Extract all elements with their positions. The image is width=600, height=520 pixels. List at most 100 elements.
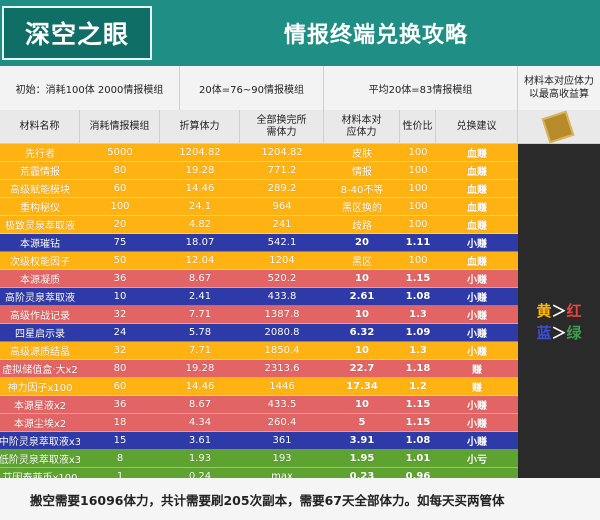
cell-material: 22.7 [349,363,375,374]
cell-stamina: 4.34 [188,417,212,428]
cell-name: 重构秘仪 [20,203,60,214]
cell-name: 本源凝质 [20,275,60,286]
cell-total: 433.8 [267,291,297,302]
header-banner: 深空之眼 情报终端兑换攻略 [0,0,600,66]
cell-total: 289.2 [267,183,297,194]
legend-line-1: 黄＞红 [536,300,581,322]
cell-name: 高级源质结晶 [10,347,70,358]
cell-material: 10 [355,309,369,320]
cell-name: 次级权能因子 [10,257,70,268]
cell-name: 荒霾情报 [20,167,60,178]
cell-stamina: 3.61 [188,435,212,446]
table-row: 高级赋能模块 60 14.46 289.2 8-40不等 100 血赚 [0,180,518,198]
cell-cost: 10 [113,291,127,302]
cell-cost: 80 [113,165,127,176]
col-material-stamina: 材料本对应体力 [324,110,400,143]
cell-material: 黑区换的 [342,203,382,214]
cell-name: 高阶灵泉萃取液 [5,293,75,304]
legend-blue: 蓝 [536,324,552,342]
cell-advice: 赚 [472,365,482,376]
legend-header [518,110,600,144]
cell-cost: 8 [116,453,124,464]
cell-cost: 36 [113,399,127,410]
cell-ratio: 100 [408,183,428,194]
cell-material: 情报 [352,167,372,178]
scroll-item-icon [541,110,575,144]
table-row: 中阶灵泉萃取液x3 15 3.61 361 3.91 1.08 小赚 [0,432,518,450]
cell-ratio: 100 [408,147,428,158]
table-row: 本源凝质 36 8.67 520.2 10 1.15 小赚 [0,270,518,288]
cell-total: 2313.6 [264,363,300,374]
cell-advice: 血赚 [467,203,487,214]
cell-advice: 赚 [472,383,482,394]
color-legend-panel: 黄＞红 蓝＞绿 [518,110,600,500]
cell-cost: 15 [113,435,127,446]
legend-arrow-1: ＞ [551,302,567,320]
cell-stamina: 14.46 [185,183,215,194]
table-row: 荒霾情报 80 19.28 771.2 情报 100 血赚 [0,162,518,180]
cell-advice: 小亏 [467,455,487,466]
cell-stamina: 7.71 [188,345,212,356]
cell-advice: 小赚 [467,419,487,430]
cell-name: 神力因子x100 [7,383,73,394]
cell-advice: 小赚 [467,401,487,412]
color-priority-legend: 黄＞红 蓝＞绿 [518,144,600,500]
cell-stamina: 24.1 [188,201,212,212]
cell-ratio: 1.15 [405,417,431,428]
cell-cost: 60 [113,381,127,392]
table-row: 极致灵泉萃取液 20 4.82 241 歧路 100 血赚 [0,216,518,234]
info-bar: 初始：消耗100体 2000情报模组 20体=76~90情报模组 平均20体=8… [0,66,600,110]
cell-total: 1204.82 [261,147,303,158]
cell-stamina: 4.82 [188,219,212,230]
cell-ratio: 1.15 [405,273,431,284]
cell-material: 3.91 [349,435,375,446]
cell-ratio: 1.3 [409,309,427,320]
cell-advice: 血赚 [467,149,487,160]
cell-total: 542.1 [267,237,297,248]
cell-name: 高级作战记录 [10,311,70,322]
cell-stamina: 5.78 [188,327,212,338]
cell-ratio: 1.15 [405,399,431,410]
table-row: 虚拟储值盒·大x2 80 19.28 2313.6 22.7 1.18 赚 [0,360,518,378]
table-row: 四星启示录 24 5.78 2080.8 6.32 1.09 小赚 [0,324,518,342]
cell-stamina: 1204.82 [179,147,221,158]
cell-material: 10 [355,345,369,356]
cell-material: 17.34 [346,381,378,392]
cell-name: 极致灵泉萃取液 [5,221,75,232]
cell-advice: 血赚 [467,221,487,232]
cell-stamina: 18.07 [185,237,215,248]
cell-material: 2.61 [349,291,375,302]
table-row: 本源星液x2 36 8.67 433.5 10 1.15 小赚 [0,396,518,414]
table-row: 本源璀钻 75 18.07 542.1 20 1.11 小赚 [0,234,518,252]
table-row: 次级权能因子 50 12.04 1204 黑区 100 血赚 [0,252,518,270]
cell-ratio: 100 [408,201,428,212]
cell-advice: 血赚 [467,167,487,178]
cell-material: 0.23 [349,471,375,482]
cell-total: 1204 [269,255,295,266]
cell-name: 本源尘埃x2 [13,419,67,430]
table-row: 高级作战记录 32 7.71 1387.8 10 1.3 小赚 [0,306,518,324]
cell-ratio: 1.11 [405,237,431,248]
col-advice: 兑换建议 [436,110,518,143]
table-row: 高级源质结晶 32 7.71 1850.4 10 1.3 小赚 [0,342,518,360]
cell-total: 433.5 [267,399,297,410]
cell-advice: 小赚 [467,239,487,250]
cell-cost: 32 [113,309,127,320]
exchange-table: 材料名称 消耗情报模组 折算体力 全部换完所需体力 材料本对应体力 性价比 兑换… [0,110,518,486]
cell-ratio: 1.2 [409,381,427,392]
cell-total: 964 [272,201,292,212]
cell-ratio: 1.09 [405,327,431,338]
table-row: 低阶灵泉萃取液x3 8 1.93 193 1.95 1.01 小亏 [0,450,518,468]
cell-material: 8-40不等 [340,185,384,196]
col-cost: 消耗情报模组 [80,110,160,143]
cell-cost: 80 [113,363,127,374]
table-body: 先行者 5000 1204.82 1204.82 皮肤 100 血赚 荒霾情报 80 19.28 7… [0,144,518,486]
col-total-stamina: 全部换完所需体力 [240,110,324,143]
col-stamina: 折算体力 [160,110,240,143]
cell-stamina: 8.67 [188,273,212,284]
cell-total: 361 [272,435,292,446]
cell-name: 本源璀钻 [20,239,60,250]
cell-total: 520.2 [267,273,297,284]
cell-stamina: 12.04 [185,255,215,266]
table-row: 先行者 5000 1204.82 1204.82 皮肤 100 血赚 [0,144,518,162]
